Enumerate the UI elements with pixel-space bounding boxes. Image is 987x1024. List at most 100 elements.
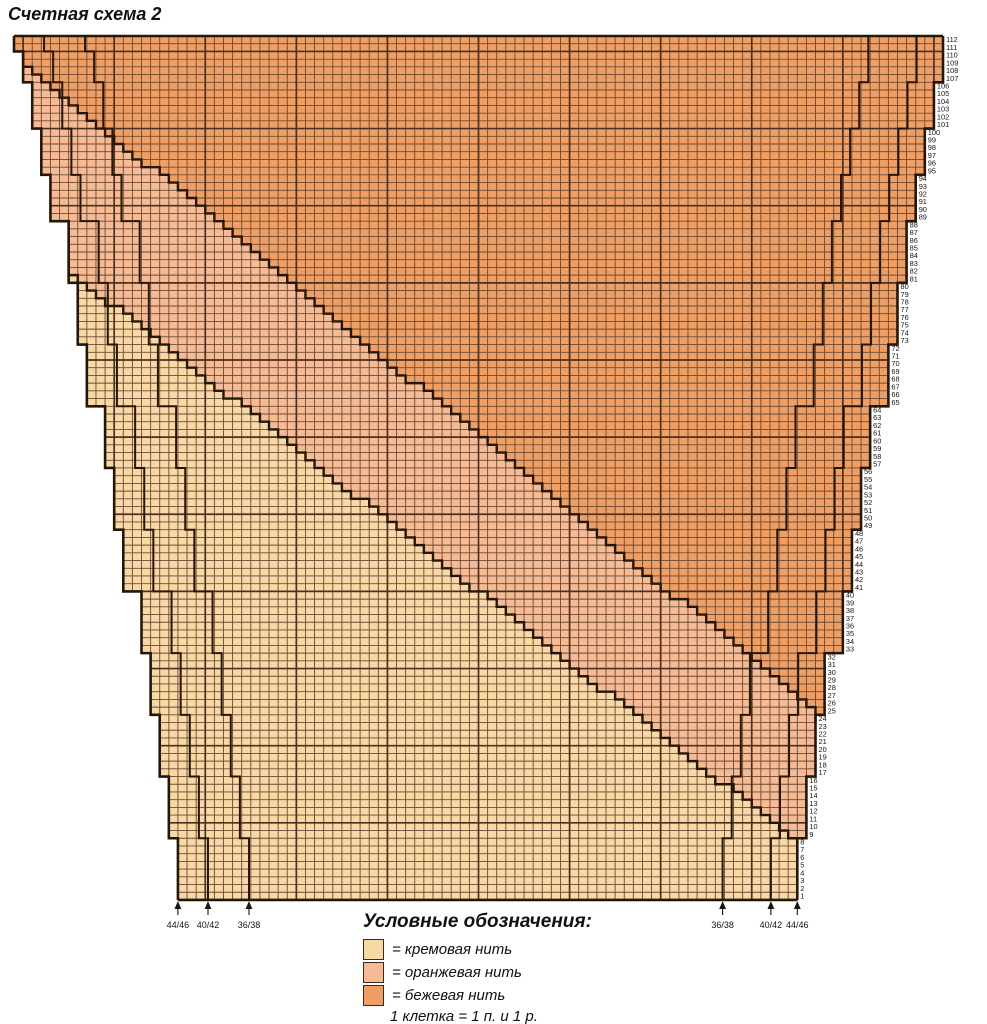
color-band: [587, 676, 780, 685]
color-band: [496, 444, 871, 454]
size-label: 36/38: [238, 920, 261, 930]
row-number: 12: [809, 807, 817, 816]
row-number: 20: [819, 745, 827, 754]
color-band: [660, 730, 816, 739]
row-number: 76: [900, 313, 908, 322]
row-number: 23: [819, 722, 827, 731]
color-band: [86, 390, 224, 400]
row-number: 104: [937, 97, 949, 106]
color-band: [23, 51, 944, 60]
color-band: [797, 691, 826, 700]
size-label: 44/46: [786, 920, 809, 930]
color-band: [524, 622, 716, 631]
color-band: [50, 190, 188, 199]
color-band: [123, 560, 443, 569]
row-number: 88: [910, 220, 918, 229]
color-band: [86, 359, 188, 369]
color-band: [678, 745, 816, 754]
row-number: 84: [910, 251, 918, 260]
color-band: [642, 714, 816, 724]
color-band: [378, 506, 570, 515]
size-arrow-left-2: 36/38: [238, 901, 261, 930]
row-number: 74: [900, 328, 908, 337]
color-band: [514, 614, 707, 623]
row-number: 86: [910, 236, 918, 245]
row-number: 94: [919, 174, 927, 183]
row-number: 107: [946, 74, 958, 83]
color-band: [669, 591, 844, 600]
row-number: 89: [919, 213, 927, 222]
row-number: 56: [864, 467, 872, 476]
color-band: [396, 521, 589, 531]
row-number: 55: [864, 475, 872, 484]
color-band: [542, 637, 734, 646]
color-band: [86, 375, 206, 384]
row-number: 85: [910, 243, 918, 252]
color-band: [105, 444, 297, 454]
color-band: [77, 282, 88, 292]
color-band: [442, 560, 634, 569]
legend-note: 1 клетка = 1 п. и 1 р.: [390, 1008, 538, 1024]
color-band: [77, 305, 124, 315]
color-band: [451, 568, 643, 577]
size-label: 44/46: [167, 920, 190, 930]
row-number: 91: [919, 197, 927, 206]
row-number: 61: [873, 429, 881, 438]
size-label: 40/42: [760, 920, 783, 930]
color-band: [68, 275, 79, 284]
color-band: [41, 128, 106, 137]
row-number: 8: [800, 837, 804, 846]
row-number: 16: [809, 776, 817, 785]
legend-item-cream-thread: = кремовая нить: [363, 938, 693, 960]
color-band: [159, 745, 680, 754]
arrow-up-icon: [174, 901, 182, 915]
color-band: [624, 552, 853, 562]
color-band: [706, 614, 844, 623]
row-number: 93: [919, 182, 927, 191]
row-number: 48: [855, 529, 863, 538]
row-number: 53: [864, 490, 872, 499]
row-number: 27: [828, 691, 836, 700]
color-band: [405, 529, 598, 538]
color-band: [68, 251, 261, 261]
color-band: [123, 529, 407, 538]
size-label: 40/42: [197, 920, 220, 930]
row-number: 40: [846, 591, 854, 600]
legend-items: = кремовая нить = оранжевая нить = бежевая…: [363, 938, 693, 1006]
color-band: [223, 221, 907, 230]
color-band: [496, 599, 689, 608]
color-band: [341, 321, 898, 330]
legend-item-beige-thread: = бежевая нить: [363, 984, 693, 1006]
row-number: 26: [828, 699, 836, 708]
row-number: 83: [910, 259, 918, 268]
color-band: [150, 691, 616, 700]
color-band: [369, 498, 561, 508]
row-number: 10: [809, 822, 817, 831]
color-band: [123, 575, 461, 585]
color-band: [687, 599, 844, 608]
row-number: 35: [846, 629, 854, 638]
color-band: [114, 467, 325, 477]
color-band: [259, 251, 907, 261]
color-band: [642, 568, 853, 577]
color-band: [77, 336, 161, 346]
row-number: 64: [873, 405, 881, 414]
color-band: [606, 537, 853, 546]
color-band: [32, 105, 79, 114]
color-band: [32, 90, 60, 99]
color-band: [50, 174, 170, 184]
row-number: 96: [928, 159, 936, 168]
row-number: 66: [891, 390, 899, 399]
color-band: [132, 151, 926, 160]
row-number: 7: [800, 845, 804, 854]
color-band: [141, 614, 516, 623]
color-band: [68, 221, 224, 230]
color-band: [105, 298, 315, 307]
color-band: [760, 807, 807, 816]
row-number: 30: [828, 668, 836, 677]
color-band: [560, 498, 862, 508]
beige-thread-swatch: [363, 984, 384, 1006]
color-band: [77, 321, 142, 330]
color-band: [41, 159, 142, 168]
color-band: [742, 791, 807, 801]
